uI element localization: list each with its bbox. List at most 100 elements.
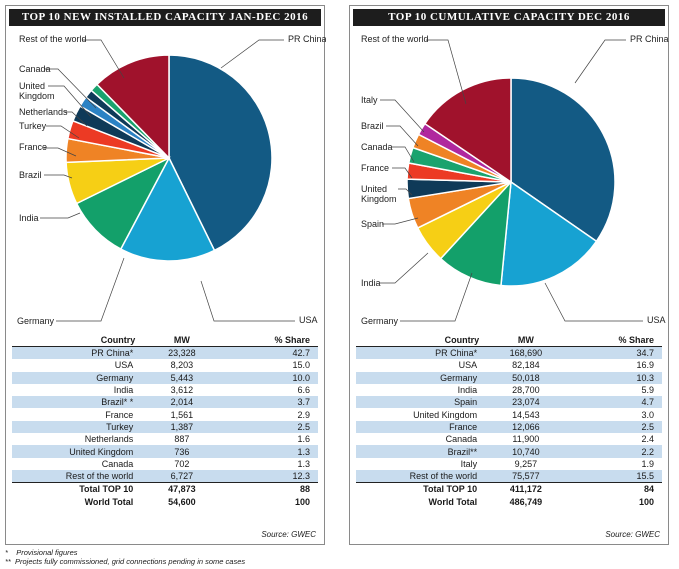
table-cell: 411,172 (479, 482, 573, 496)
data-table-cumulative: Country MW% Share PR China* 168,690 34.7 USA 8… (356, 334, 662, 508)
table-cell: 100 (638, 496, 654, 507)
chart-title: TOP 10 CUMULATIVE CAPACITY DEC 2016 (353, 9, 665, 26)
source-note: Source: GWEC (261, 530, 316, 539)
leader-line (200, 280, 295, 322)
table-row: Netherlands 887 1.6 (12, 433, 318, 445)
column-header: % Share (618, 335, 654, 345)
table-total-row: Total TOP 10 411,172 84 (356, 482, 662, 496)
table-cell: 8,203 (170, 360, 194, 371)
table-cell: 10.3 (572, 371, 662, 384)
table-cell: Total TOP 10 (356, 482, 480, 496)
table-row: USA 8,203 15.0 (12, 359, 318, 371)
table-cell: Total TOP 10 (12, 482, 136, 496)
table-cell: 2.4 (641, 434, 654, 445)
table-row: USA 82,184 16.9 (356, 359, 662, 371)
table-cell: Rest of the world (356, 469, 480, 483)
slice-label: France (361, 163, 389, 173)
table-row: Rest of the world 6,727 12.3 (12, 469, 318, 483)
table-total-row: World Total 54,600 100 (12, 496, 318, 508)
slice-label: Rest of the world (361, 34, 429, 44)
slice-label: France (19, 142, 47, 152)
slice-label: Italy (361, 95, 378, 105)
table-cell: 15.5 (572, 469, 662, 483)
table-cell: 75,577 (479, 469, 573, 483)
table-cell: 10,740 (479, 445, 573, 458)
table-cell: 1.9 (641, 458, 654, 469)
leader-line (380, 99, 425, 133)
table-cell: France (356, 420, 480, 434)
table-row: Spain 23,074 4.7 (356, 396, 662, 409)
table-row: Germany 5,443 10.0 (12, 371, 318, 384)
leader-line (44, 68, 97, 109)
table-cell: 702 (174, 458, 190, 469)
slice-label: India (19, 213, 39, 223)
column-header: MW (173, 335, 190, 345)
table-cell: 6.6 (297, 385, 310, 396)
leader-line (574, 39, 626, 84)
table-cell: Canada (101, 458, 134, 469)
leader-line (44, 147, 77, 157)
table-cell: 2.2 (572, 445, 662, 458)
pie-chart-new-installed: PR China USA Germany India Brazil France Turke… (17, 34, 326, 326)
table-cell: 100 (294, 496, 310, 507)
table-cell: Canada (445, 434, 478, 445)
table-cell: 16.9 (636, 360, 654, 371)
table-row: United Kingdom 736 1.3 (12, 445, 318, 458)
table-cell: 34.7 (572, 346, 662, 360)
slice-label: Turkey (19, 121, 47, 131)
table-cell: World Total (428, 496, 478, 507)
table-cell: Germany (12, 371, 136, 384)
table-header-row: Country MW % Share (356, 334, 662, 347)
table-cell: 887 (174, 434, 190, 445)
table-cell: 1.6 (297, 434, 310, 445)
table-cell: PR China* (12, 346, 136, 360)
table-cell: France (105, 409, 134, 420)
table-cell: 5.9 (641, 385, 654, 396)
table-cell: 3.7 (228, 396, 318, 409)
table-row: India 28,700 5.9 (356, 384, 662, 396)
pie-slice-usa (500, 180, 598, 287)
pie-chart-cumulative: PR China USA Germany India Spain United Kingdo… (361, 34, 669, 326)
table-cell: Brazil** (356, 445, 480, 458)
table-row: Germany 50,018 10.3 (356, 371, 662, 384)
table-cell: Brazil* * (12, 396, 136, 409)
table-row: United Kingdom 14,543 3.0 (356, 408, 662, 420)
table-cell: 15.0 (292, 360, 310, 371)
pie-slice-pr-china (168, 54, 273, 252)
table-cell: 14,543 (512, 409, 540, 420)
leader-line (64, 111, 88, 127)
table-cell: 82,184 (512, 360, 540, 371)
pie-slice-pr-china (510, 77, 616, 243)
table-cell: 1.3 (297, 458, 310, 469)
panel-new-installed: TOP 10 NEW INSTALLED CAPACITY JAN-DEC 20… (5, 5, 326, 545)
table-cell: 2.5 (572, 420, 662, 434)
leader-line (398, 188, 413, 196)
leader-line (44, 174, 73, 179)
pie-slice-usa (119, 156, 216, 262)
leader-line (220, 39, 284, 69)
table-cell: 3,612 (170, 385, 194, 396)
table-cell: Rest of the world (12, 469, 136, 483)
column-header: Country (444, 335, 480, 345)
leader-line (386, 125, 419, 147)
table-row: PR China* 23,328 42.7 (12, 346, 318, 360)
table-cell: India (113, 385, 134, 396)
table-cell: 47,873 (135, 482, 229, 496)
slice-label: Spain (361, 219, 384, 229)
table-cell: 12,066 (479, 420, 573, 434)
table-header-row: Country MW % Share (12, 334, 318, 347)
leader-line (82, 39, 125, 79)
leader-line (544, 282, 643, 322)
table-cell: 5,443 (135, 371, 229, 384)
footnotes: * Provisional figures ** Projects fully … (5, 548, 245, 566)
slice-label: USA (647, 315, 666, 325)
table-cell: 2.9 (297, 409, 310, 420)
table-cell: Spain (356, 396, 480, 409)
slice-label: Netherlands (19, 107, 68, 117)
leader-line (392, 146, 415, 163)
table-cell: United Kingdom (12, 445, 136, 458)
table-cell: PR China* (356, 346, 480, 360)
slice-label: PR China (630, 34, 669, 44)
leader-line (392, 167, 413, 179)
table-cell: 23,074 (479, 396, 573, 409)
